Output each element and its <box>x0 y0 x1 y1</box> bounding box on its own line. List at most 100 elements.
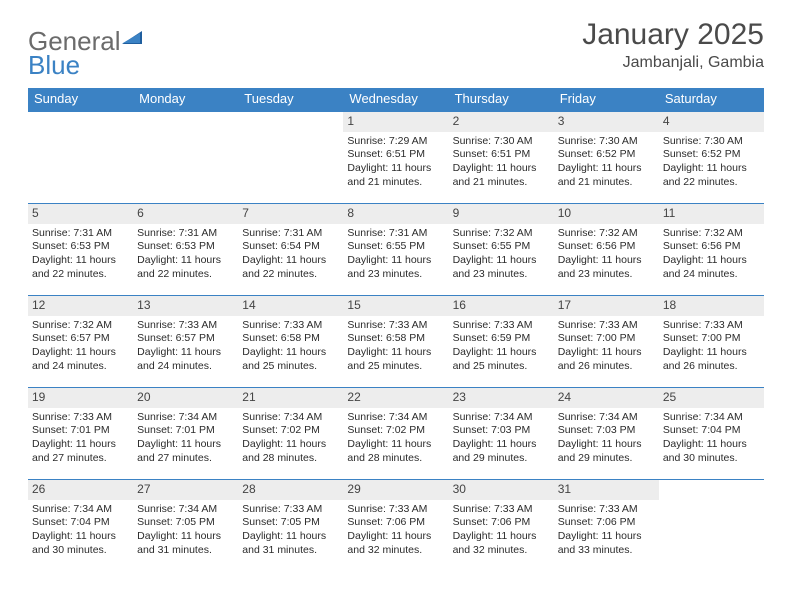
daylight-text: Daylight: 11 hours <box>347 162 444 176</box>
day-number: 7 <box>238 204 343 224</box>
sunset-text: Sunset: 7:01 PM <box>32 424 129 438</box>
day-number: 2 <box>449 112 554 132</box>
day-cell: 23Sunrise: 7:34 AMSunset: 7:03 PMDayligh… <box>449 387 554 479</box>
day-number: 28 <box>238 480 343 500</box>
page-header: GeneralBlue January 2025 Jambanjali, Gam… <box>28 18 764 78</box>
day-number: 6 <box>133 204 238 224</box>
sunrise-text: Sunrise: 7:33 AM <box>663 319 760 333</box>
day-cell: 4Sunrise: 7:30 AMSunset: 6:52 PMDaylight… <box>659 111 764 203</box>
daylight-text: Daylight: 11 hours <box>347 254 444 268</box>
day-number: 13 <box>133 296 238 316</box>
daylight-text: Daylight: 11 hours <box>663 438 760 452</box>
day-cell <box>659 479 764 571</box>
daylight-text: Daylight: 11 hours <box>137 530 234 544</box>
day-number: 22 <box>343 388 448 408</box>
daylight-text: and 29 minutes. <box>453 452 550 466</box>
day-cell: 14Sunrise: 7:33 AMSunset: 6:58 PMDayligh… <box>238 295 343 387</box>
day-number: 5 <box>28 204 133 224</box>
daylight-text: Daylight: 11 hours <box>242 254 339 268</box>
day-cell: 16Sunrise: 7:33 AMSunset: 6:59 PMDayligh… <box>449 295 554 387</box>
day-header: Saturday <box>659 88 764 111</box>
daylight-text: Daylight: 11 hours <box>453 438 550 452</box>
sunrise-text: Sunrise: 7:33 AM <box>558 503 655 517</box>
daylight-text: and 24 minutes. <box>137 360 234 374</box>
sunset-text: Sunset: 6:55 PM <box>453 240 550 254</box>
day-number: 30 <box>449 480 554 500</box>
day-number: 26 <box>28 480 133 500</box>
day-cell: 15Sunrise: 7:33 AMSunset: 6:58 PMDayligh… <box>343 295 448 387</box>
daylight-text: Daylight: 11 hours <box>558 346 655 360</box>
daylight-text: Daylight: 11 hours <box>242 530 339 544</box>
sunset-text: Sunset: 7:06 PM <box>558 516 655 530</box>
day-cell: 8 Sunrise: 7:31 AMSunset: 6:55 PMDaylight… <box>343 203 448 295</box>
day-cell: 9Sunrise: 7:32 AMSunset: 6:55 PMDaylight… <box>449 203 554 295</box>
sunrise-text: Sunrise: 7:32 AM <box>32 319 129 333</box>
week-row: 12Sunrise: 7:32 AMSunset: 6:57 PMDayligh… <box>28 295 764 387</box>
daylight-text: Daylight: 11 hours <box>32 346 129 360</box>
sunrise-text: Sunrise: 7:33 AM <box>453 319 550 333</box>
sunrise-text: Sunrise: 7:34 AM <box>242 411 339 425</box>
daylight-text: and 24 minutes. <box>663 268 760 282</box>
sunrise-text: Sunrise: 7:31 AM <box>242 227 339 241</box>
day-cell: 6Sunrise: 7:31 AMSunset: 6:53 PMDaylight… <box>133 203 238 295</box>
daylight-text: and 29 minutes. <box>558 452 655 466</box>
sunset-text: Sunset: 6:55 PM <box>347 240 444 254</box>
day-number: 29 <box>343 480 448 500</box>
day-header: Wednesday <box>343 88 448 111</box>
day-number: 27 <box>133 480 238 500</box>
daylight-text: and 26 minutes. <box>663 360 760 374</box>
calendar-table: Sunday Monday Tuesday Wednesday Thursday… <box>28 88 764 571</box>
day-header: Sunday <box>28 88 133 111</box>
day-cell: 1Sunrise: 7:29 AMSunset: 6:51 PMDaylight… <box>343 111 448 203</box>
sunrise-text: Sunrise: 7:34 AM <box>558 411 655 425</box>
sunset-text: Sunset: 6:56 PM <box>558 240 655 254</box>
day-number: 19 <box>28 388 133 408</box>
day-number: 8 <box>343 204 448 224</box>
sunrise-text: Sunrise: 7:33 AM <box>558 319 655 333</box>
sunset-text: Sunset: 6:51 PM <box>347 148 444 162</box>
sunset-text: Sunset: 6:58 PM <box>347 332 444 346</box>
sunrise-text: Sunrise: 7:34 AM <box>453 411 550 425</box>
day-number: 9 <box>449 204 554 224</box>
daylight-text: Daylight: 11 hours <box>347 346 444 360</box>
daylight-text: Daylight: 11 hours <box>32 530 129 544</box>
day-cell: 18Sunrise: 7:33 AMSunset: 7:00 PMDayligh… <box>659 295 764 387</box>
day-cell: 10Sunrise: 7:32 AMSunset: 6:56 PMDayligh… <box>554 203 659 295</box>
sunset-text: Sunset: 7:05 PM <box>137 516 234 530</box>
day-number: 14 <box>238 296 343 316</box>
sunrise-text: Sunrise: 7:30 AM <box>663 135 760 149</box>
day-number: 11 <box>659 204 764 224</box>
daylight-text: and 27 minutes. <box>137 452 234 466</box>
calendar-body: 1Sunrise: 7:29 AMSunset: 6:51 PMDaylight… <box>28 111 764 571</box>
day-cell: 29Sunrise: 7:33 AMSunset: 7:06 PMDayligh… <box>343 479 448 571</box>
daylight-text: and 25 minutes. <box>347 360 444 374</box>
daylight-text: Daylight: 11 hours <box>663 162 760 176</box>
sunrise-text: Sunrise: 7:33 AM <box>347 319 444 333</box>
sunset-text: Sunset: 7:04 PM <box>32 516 129 530</box>
sunset-text: Sunset: 6:58 PM <box>242 332 339 346</box>
day-number: 3 <box>554 112 659 132</box>
sunrise-text: Sunrise: 7:29 AM <box>347 135 444 149</box>
daylight-text: and 22 minutes. <box>663 176 760 190</box>
day-cell: 20Sunrise: 7:34 AMSunset: 7:01 PMDayligh… <box>133 387 238 479</box>
sunset-text: Sunset: 6:54 PM <box>242 240 339 254</box>
daylight-text: and 21 minutes. <box>453 176 550 190</box>
sunrise-text: Sunrise: 7:32 AM <box>663 227 760 241</box>
sunset-text: Sunset: 7:03 PM <box>558 424 655 438</box>
sunset-text: Sunset: 6:57 PM <box>137 332 234 346</box>
sunrise-text: Sunrise: 7:31 AM <box>347 227 444 241</box>
day-cell: 12Sunrise: 7:32 AMSunset: 6:57 PMDayligh… <box>28 295 133 387</box>
day-cell: 22Sunrise: 7:34 AMSunset: 7:02 PMDayligh… <box>343 387 448 479</box>
daylight-text: Daylight: 11 hours <box>242 438 339 452</box>
daylight-text: Daylight: 11 hours <box>137 346 234 360</box>
day-cell: 3Sunrise: 7:30 AMSunset: 6:52 PMDaylight… <box>554 111 659 203</box>
sunrise-text: Sunrise: 7:33 AM <box>347 503 444 517</box>
daylight-text: Daylight: 11 hours <box>453 530 550 544</box>
sunset-text: Sunset: 6:52 PM <box>663 148 760 162</box>
day-cell: 11Sunrise: 7:32 AMSunset: 6:56 PMDayligh… <box>659 203 764 295</box>
sunset-text: Sunset: 7:02 PM <box>242 424 339 438</box>
sunrise-text: Sunrise: 7:34 AM <box>32 503 129 517</box>
daylight-text: and 30 minutes. <box>32 544 129 558</box>
sunset-text: Sunset: 6:51 PM <box>453 148 550 162</box>
day-cell: 2Sunrise: 7:30 AMSunset: 6:51 PMDaylight… <box>449 111 554 203</box>
